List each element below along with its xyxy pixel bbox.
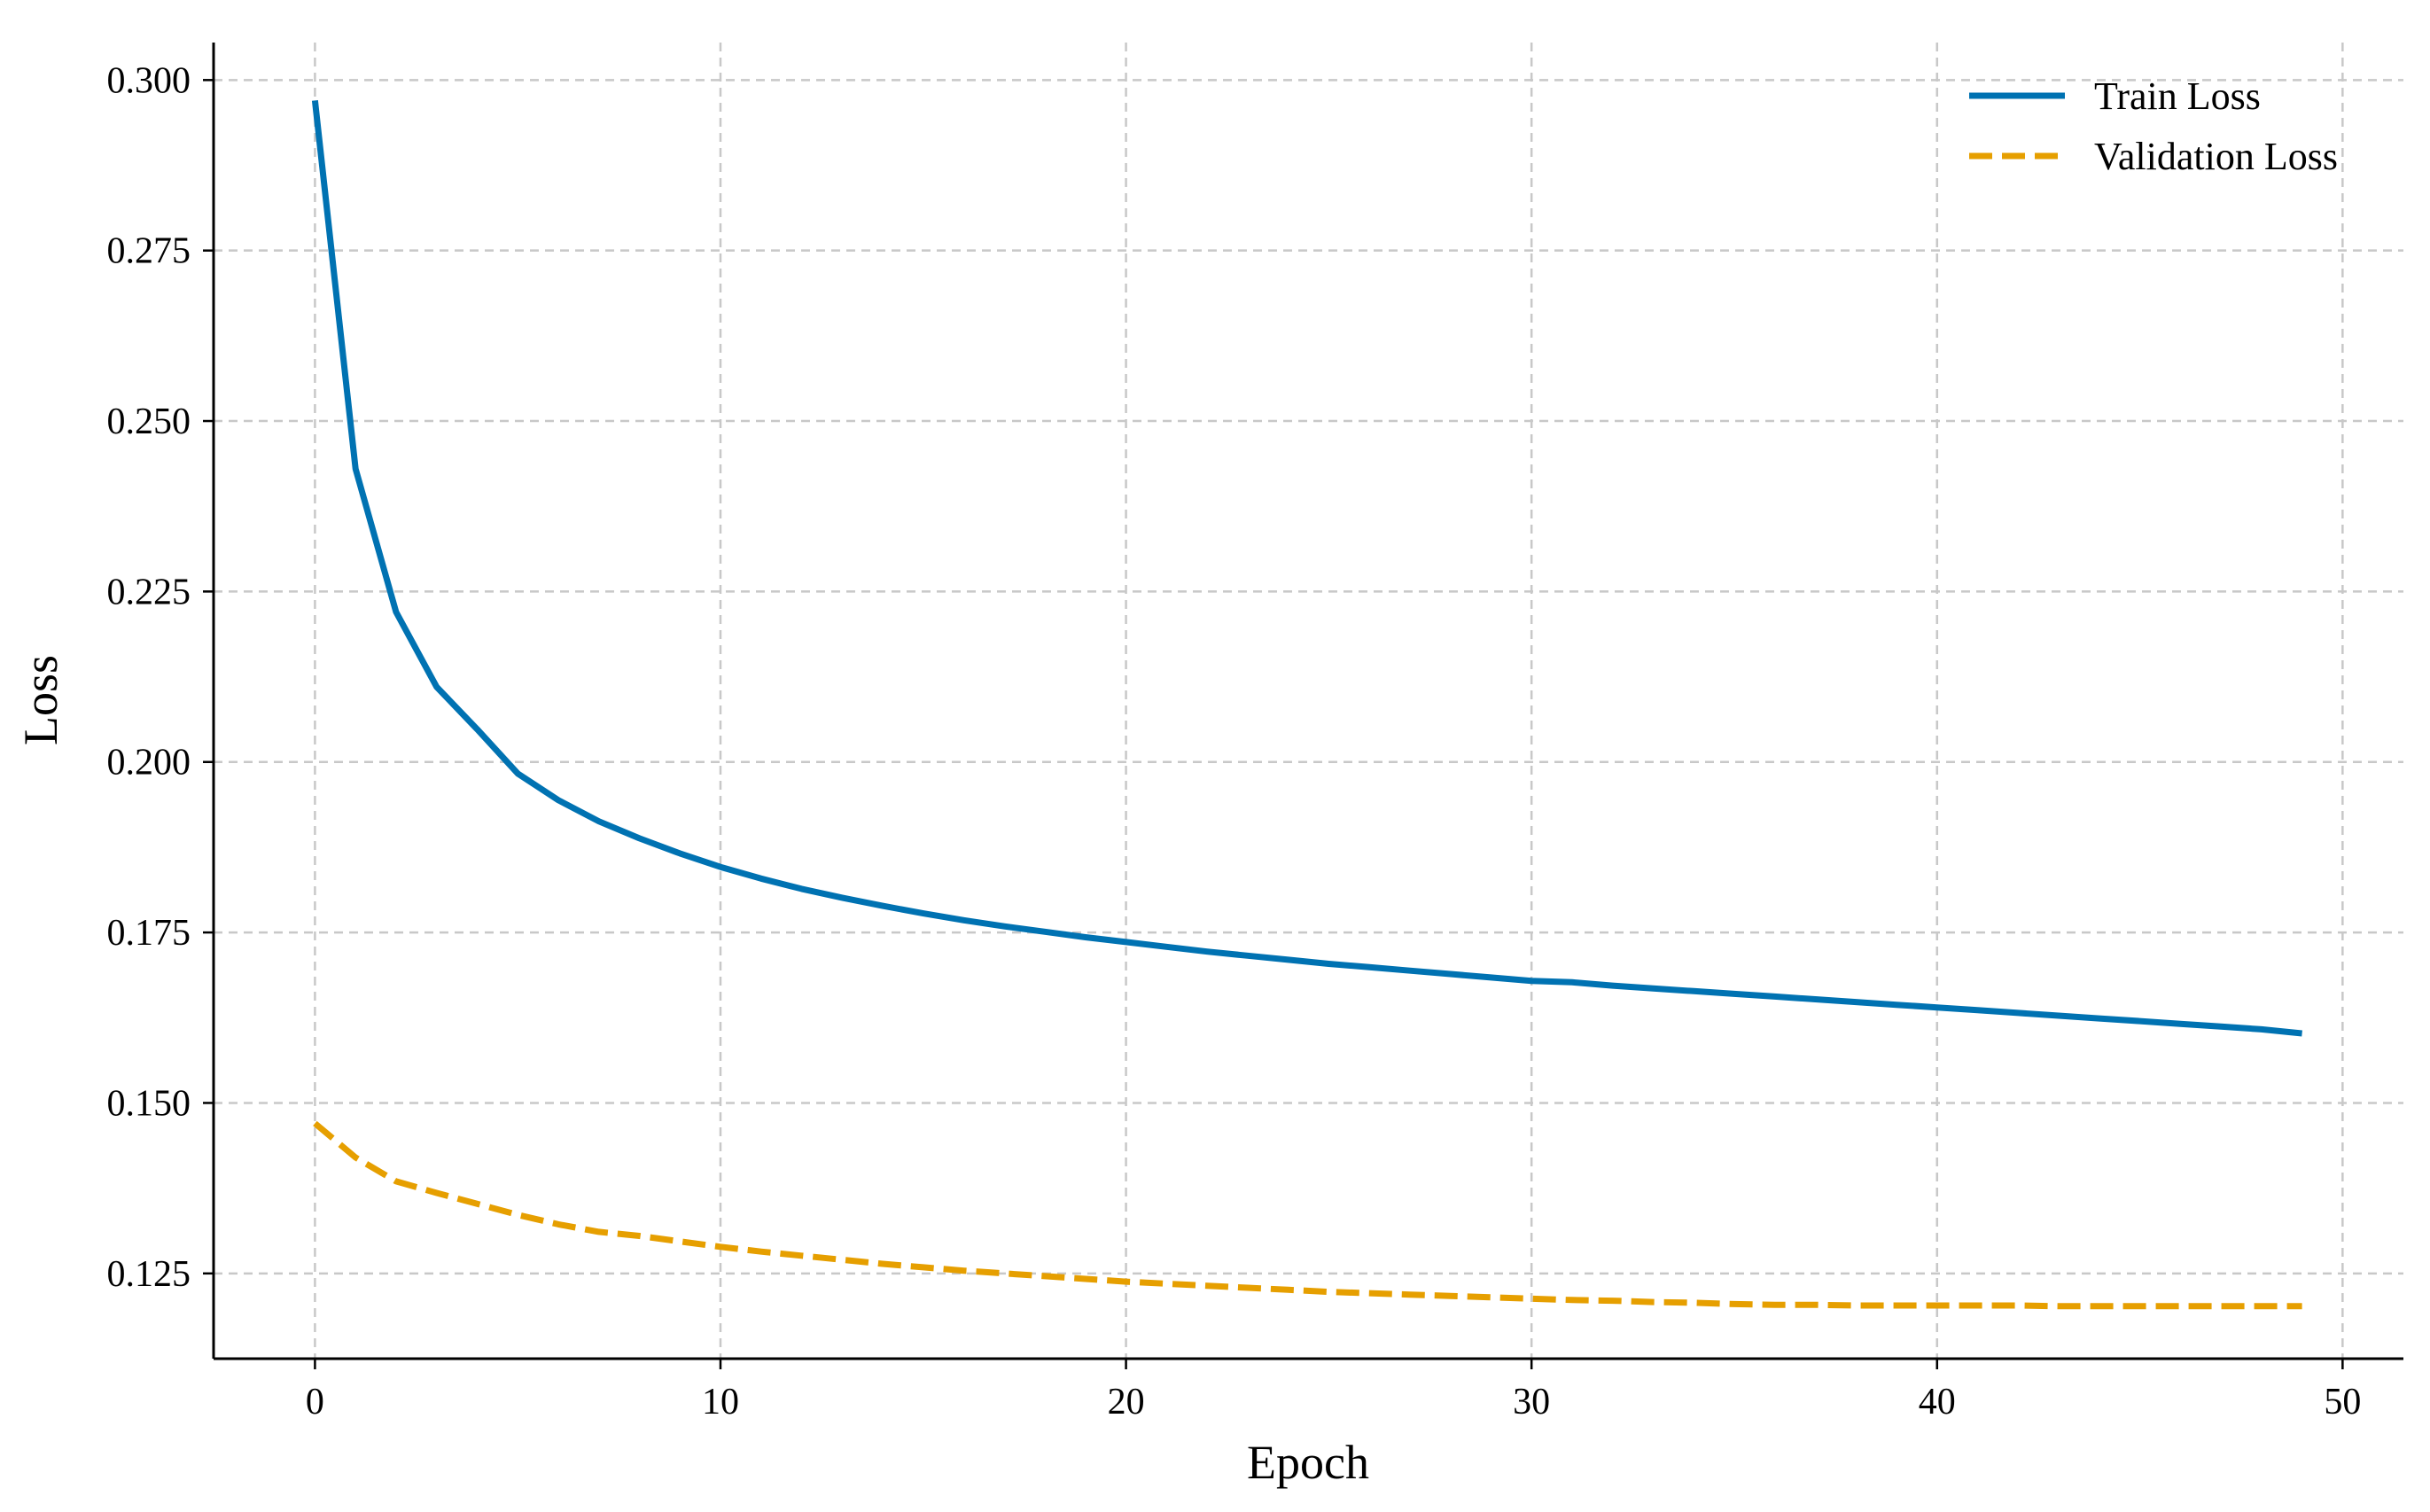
y-tick-label: 0.250	[107, 401, 191, 442]
y-tick-label: 0.275	[107, 231, 191, 272]
x-tick-label: 40	[1919, 1382, 1956, 1422]
y-tick-label: 0.300	[107, 60, 191, 101]
x-tick-label: 20	[1108, 1382, 1145, 1422]
y-axis-title: Loss	[14, 655, 67, 745]
train-loss-line	[311, 100, 2302, 1037]
legend-validation-label: Validation Loss	[2094, 135, 2338, 178]
validation-loss-line	[313, 1120, 2302, 1310]
x-tick-label: 0	[306, 1382, 324, 1422]
y-tick-label: 0.200	[107, 743, 191, 783]
x-tick-label: 50	[2324, 1382, 2361, 1422]
x-tick-label: 10	[702, 1382, 739, 1422]
legend: Train Loss Validation Loss	[1969, 74, 2338, 178]
axes	[212, 43, 2403, 1360]
series-lines	[311, 100, 2302, 1310]
x-axis-title: Epoch	[1247, 1436, 1369, 1489]
legend-train-label: Train Loss	[2094, 74, 2261, 118]
y-tick-label: 0.175	[107, 913, 191, 954]
x-tick-label: 30	[1513, 1382, 1550, 1422]
y-tick-label: 0.225	[107, 572, 191, 612]
grid-lines	[214, 43, 2403, 1359]
y-tick-label: 0.125	[107, 1254, 191, 1295]
y-tick-label: 0.150	[107, 1083, 191, 1124]
ticks: 0 10 20 30 40 50 0.125 0.150 0.175 0.200 0.225 0.25…	[107, 60, 2362, 1422]
